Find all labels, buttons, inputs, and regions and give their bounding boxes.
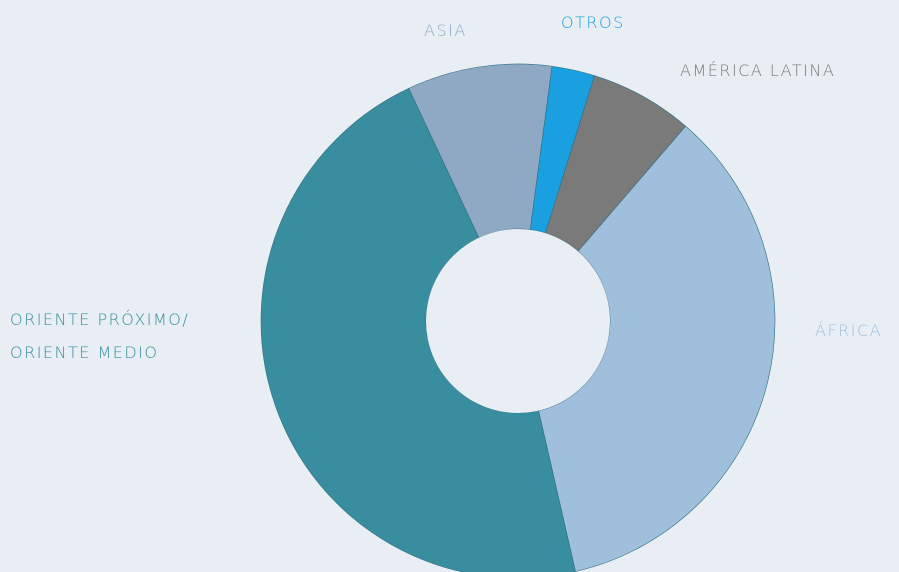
slice-label: ASIA xyxy=(424,21,467,40)
slice-label: ORIENTE PRÓXIMO/ ORIENTE MEDIO xyxy=(10,310,190,362)
donut-hole xyxy=(426,229,610,413)
slice-label: AMÉRICA LATINA xyxy=(680,61,836,80)
slice-label: OTROS xyxy=(561,13,625,32)
slice-label: ÁFRICA xyxy=(815,321,883,340)
